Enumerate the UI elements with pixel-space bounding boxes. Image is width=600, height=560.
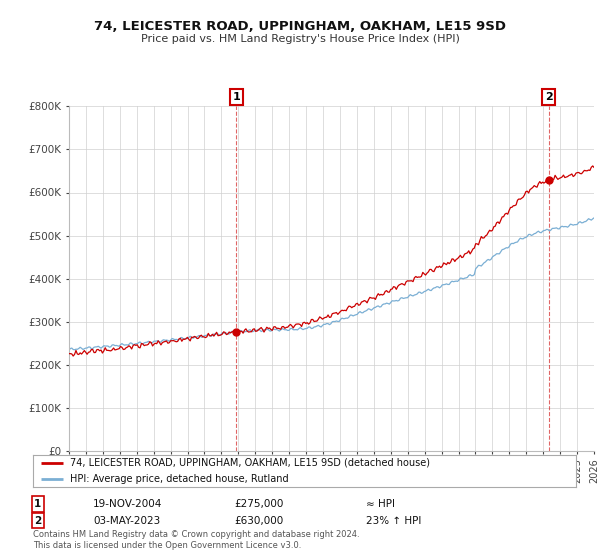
Text: 1: 1 [232,92,240,102]
Text: 2: 2 [545,92,553,102]
Text: 1: 1 [34,499,41,509]
Text: £275,000: £275,000 [234,499,283,509]
Text: 23% ↑ HPI: 23% ↑ HPI [366,516,421,526]
Text: ≈ HPI: ≈ HPI [366,499,395,509]
Text: 2: 2 [34,516,41,526]
Text: Contains HM Land Registry data © Crown copyright and database right 2024.: Contains HM Land Registry data © Crown c… [33,530,359,539]
Text: 19-NOV-2004: 19-NOV-2004 [93,499,163,509]
Text: 74, LEICESTER ROAD, UPPINGHAM, OAKHAM, LE15 9SD: 74, LEICESTER ROAD, UPPINGHAM, OAKHAM, L… [94,20,506,32]
Text: Price paid vs. HM Land Registry's House Price Index (HPI): Price paid vs. HM Land Registry's House … [140,34,460,44]
Text: £630,000: £630,000 [234,516,283,526]
Text: This data is licensed under the Open Government Licence v3.0.: This data is licensed under the Open Gov… [33,541,301,550]
Text: 74, LEICESTER ROAD, UPPINGHAM, OAKHAM, LE15 9SD (detached house): 74, LEICESTER ROAD, UPPINGHAM, OAKHAM, L… [70,458,430,468]
Text: HPI: Average price, detached house, Rutland: HPI: Average price, detached house, Rutl… [70,474,289,484]
Text: 03-MAY-2023: 03-MAY-2023 [93,516,160,526]
